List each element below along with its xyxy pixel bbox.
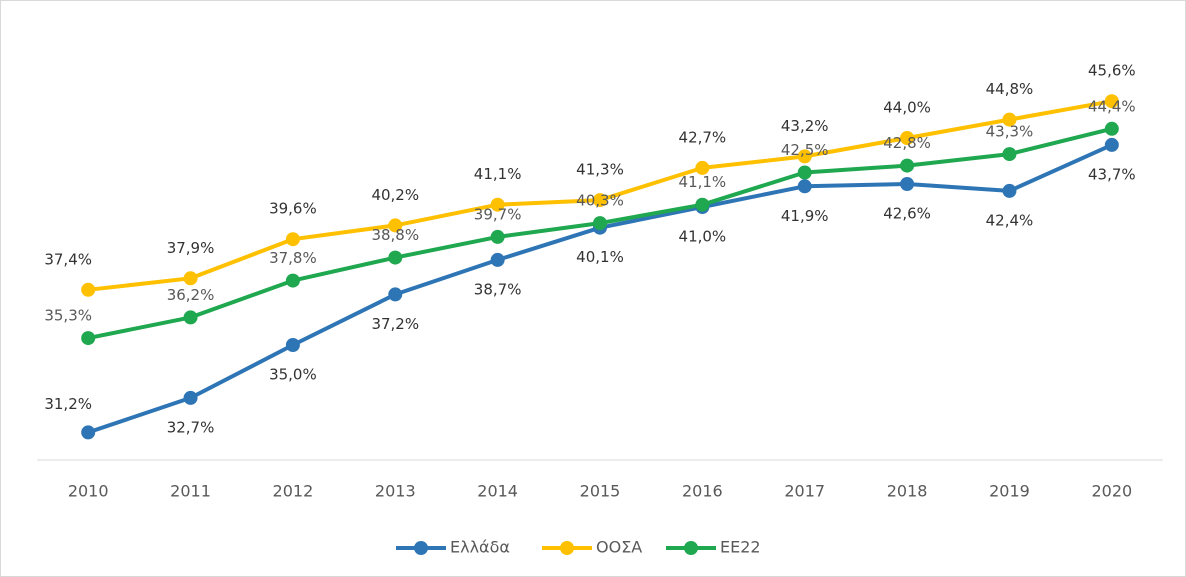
data-label: 41,9% xyxy=(781,207,829,225)
data-label: 43,7% xyxy=(1088,165,1136,183)
x-tick-label: 2011 xyxy=(170,482,211,501)
legend-marker xyxy=(560,541,574,555)
legend-marker xyxy=(684,541,698,555)
data-point xyxy=(593,216,607,231)
data-point xyxy=(388,218,403,233)
data-point xyxy=(797,165,812,180)
data-label: 32,7% xyxy=(167,418,215,436)
data-label: 42,7% xyxy=(679,128,727,146)
data-point xyxy=(695,197,710,212)
legend-label: ΕΕ22 xyxy=(720,538,761,557)
data-point xyxy=(388,250,403,265)
legend-label: Ελλάδα xyxy=(450,538,510,557)
x-tick-label: 2016 xyxy=(682,482,723,501)
data-label: 35,0% xyxy=(269,366,317,384)
data-point xyxy=(183,271,198,286)
x-tick-label: 2010 xyxy=(68,482,109,501)
data-point xyxy=(81,425,96,440)
data-label: 45,6% xyxy=(1088,62,1136,80)
data-label: 37,9% xyxy=(167,239,215,257)
data-label: 40,1% xyxy=(576,248,624,266)
data-point xyxy=(81,282,96,297)
data-label: 42,5% xyxy=(781,141,829,159)
legend-marker xyxy=(414,541,428,555)
data-label: 41,1% xyxy=(679,173,727,191)
data-point xyxy=(285,232,300,247)
x-tick-label: 2017 xyxy=(784,482,825,501)
legend-label: ΟΟΣΑ xyxy=(596,538,642,557)
data-point xyxy=(183,390,198,405)
data-label: 44,8% xyxy=(986,80,1034,98)
data-point xyxy=(797,179,812,194)
data-point xyxy=(388,287,403,302)
data-label: 39,6% xyxy=(269,200,317,218)
data-point xyxy=(900,131,915,145)
data-point xyxy=(797,149,812,164)
data-label: 38,7% xyxy=(474,280,522,298)
x-tick-label: 2014 xyxy=(477,482,518,501)
data-point xyxy=(695,160,710,175)
data-point xyxy=(285,338,300,352)
data-point xyxy=(1104,94,1119,109)
data-label: 40,3% xyxy=(576,192,624,210)
data-label: 41,1% xyxy=(474,165,522,183)
data-label: 42,8% xyxy=(883,134,931,152)
data-point xyxy=(285,273,300,288)
data-label: 43,2% xyxy=(781,117,829,135)
data-label: 38,8% xyxy=(371,226,419,244)
data-point xyxy=(1002,112,1017,127)
data-point xyxy=(490,252,505,267)
data-label: 41,0% xyxy=(679,228,727,246)
data-label: 42,4% xyxy=(986,211,1034,229)
x-tick-label: 2020 xyxy=(1091,482,1132,501)
data-label: 44,0% xyxy=(883,99,931,117)
data-label: 42,6% xyxy=(883,205,931,223)
data-label: 37,4% xyxy=(44,250,92,268)
data-label: 41,3% xyxy=(576,161,624,179)
data-point xyxy=(81,331,96,346)
x-tick-label: 2012 xyxy=(273,482,314,501)
data-label: 40,2% xyxy=(371,186,419,204)
data-point xyxy=(1104,137,1119,152)
x-tick-label: 2019 xyxy=(989,482,1030,501)
x-tick-label: 2013 xyxy=(375,482,416,501)
data-label: 35,3% xyxy=(44,307,92,325)
data-label: 44,4% xyxy=(1088,97,1136,115)
x-tick-label: 2018 xyxy=(887,482,928,501)
data-label: 31,2% xyxy=(44,395,92,413)
data-point xyxy=(490,197,505,212)
data-label: 39,7% xyxy=(474,205,522,223)
x-tick-label: 2015 xyxy=(580,482,621,501)
data-label: 37,2% xyxy=(371,315,419,333)
data-point xyxy=(183,310,198,325)
data-label: 36,2% xyxy=(167,286,215,304)
data-point xyxy=(900,158,915,173)
data-label: 43,3% xyxy=(986,123,1034,141)
data-label: 37,8% xyxy=(269,249,317,267)
data-point xyxy=(1104,121,1119,136)
data-point xyxy=(900,177,915,191)
data-point xyxy=(1002,147,1017,162)
data-point xyxy=(1002,183,1017,198)
data-point xyxy=(593,193,607,208)
data-point xyxy=(490,229,505,244)
